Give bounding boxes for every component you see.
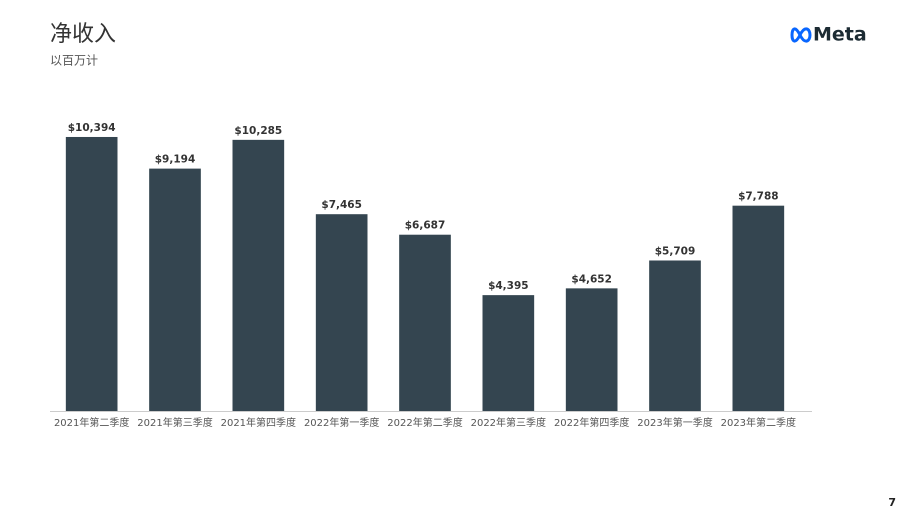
bar: [399, 234, 451, 411]
x-tick-label: 2022年第一季度: [304, 416, 379, 429]
x-tick-label: 2023年第一季度: [637, 416, 712, 429]
value-label: $10,285: [234, 125, 282, 137]
value-label: $4,395: [488, 280, 529, 292]
x-tick-label: 2022年第三季度: [471, 416, 546, 429]
chart-title: 净收入: [50, 22, 116, 47]
bar: [649, 260, 701, 411]
value-label: $4,652: [571, 273, 612, 285]
bar: [65, 136, 118, 411]
x-tick-label: 2021年第四季度: [221, 416, 296, 429]
logo: Meta: [790, 24, 867, 46]
value-label: $5,709: [655, 245, 696, 257]
x-tick-label: 2021年第三季度: [137, 416, 212, 429]
value-label: $10,394: [68, 122, 116, 134]
bar: [565, 288, 618, 411]
value-label: $7,788: [738, 191, 779, 203]
x-tick-label: 2021年第二季度: [54, 416, 129, 429]
bar: [232, 139, 285, 411]
chart-subtitle: 以百万计: [50, 54, 98, 68]
x-tick-label: 2022年第四季度: [554, 416, 629, 429]
value-label: $7,465: [321, 199, 362, 211]
logo-mark: [790, 27, 812, 43]
x-tick-label: 2022年第二季度: [387, 416, 462, 429]
x-tick-label: 2023年第二季度: [721, 416, 796, 429]
bar: [732, 205, 785, 411]
logo-text: Meta: [813, 24, 867, 46]
value-label: $9,194: [155, 154, 196, 166]
bar: [482, 295, 535, 411]
bar: [315, 214, 368, 411]
page-number: 7: [888, 496, 896, 509]
value-label: $6,687: [405, 220, 446, 232]
bar: [149, 168, 201, 411]
